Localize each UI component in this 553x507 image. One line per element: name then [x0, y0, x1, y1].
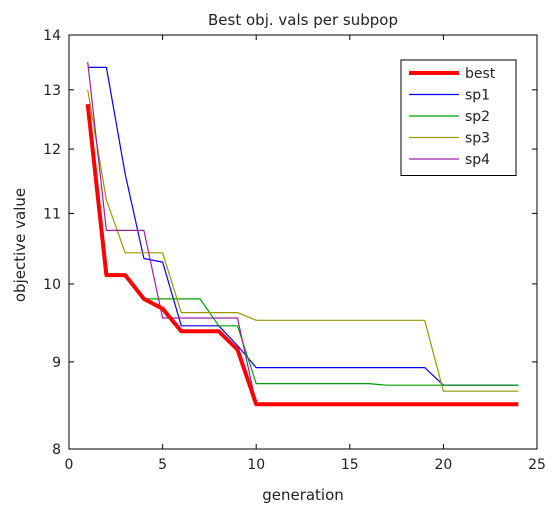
axes-box — [68, 34, 538, 450]
legend-label-sp1: sp1 — [465, 88, 490, 104]
plot-area — [85, 61, 519, 407]
series-line-sp3 — [87, 89, 519, 392]
x-tick-label: 0 — [65, 457, 74, 473]
x-axis-label: generation — [262, 486, 344, 504]
chart-title: Best obj. vals per subpop — [208, 11, 398, 29]
legend-label-sp4: sp4 — [465, 152, 490, 168]
y-tick-label: 10 — [43, 277, 61, 293]
axes: 0 5 10 15 20 25 8 9 10 11 12 13 14 — [43, 28, 546, 473]
series-line-sp2 — [87, 112, 519, 386]
legend-label-sp3: sp3 — [465, 131, 490, 147]
x-tick-label: 15 — [341, 457, 359, 473]
x-tick-label: 5 — [158, 457, 167, 473]
legend-box — [400, 59, 517, 176]
y-tick-label: 13 — [43, 83, 61, 99]
legend: best sp1 sp2 sp3 sp4 — [400, 59, 517, 176]
y-tick-label: 14 — [43, 28, 61, 44]
y-tick-label: 12 — [43, 142, 61, 158]
x-tick-label: 25 — [528, 457, 546, 473]
legend-label-sp2: sp2 — [465, 109, 490, 125]
y-tick-label: 8 — [52, 442, 61, 458]
x-tick-label: 20 — [434, 457, 452, 473]
series-line-best — [85, 103, 519, 407]
x-tick-label: 10 — [247, 457, 265, 473]
y-tick-label: 11 — [43, 206, 61, 222]
y-tick-label: 9 — [52, 355, 61, 371]
legend-label-best: best — [465, 66, 496, 82]
y-axis-label: objective value — [11, 188, 29, 302]
